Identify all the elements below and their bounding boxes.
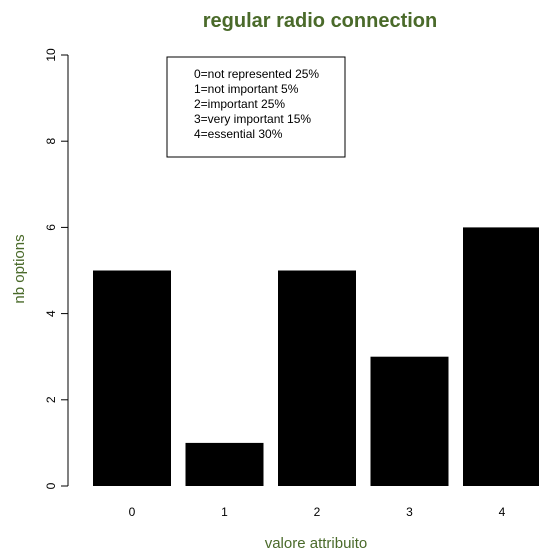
bars bbox=[93, 227, 539, 486]
legend-entry: 2=important 25% bbox=[194, 97, 285, 111]
y-tick-label: 0 bbox=[44, 482, 58, 489]
x-tick-label: 2 bbox=[314, 505, 321, 519]
x-tick-label: 0 bbox=[129, 505, 136, 519]
legend: 0=not represented 25%1=not important 5%2… bbox=[166, 56, 346, 158]
x-tick-labels: 0 1 2 3 4 bbox=[129, 505, 506, 519]
bar-2 bbox=[278, 270, 356, 486]
y-axis: 0 2 4 6 8 10 bbox=[44, 48, 69, 489]
y-tick-label: 2 bbox=[44, 396, 58, 403]
y-tick-label: 8 bbox=[44, 138, 58, 145]
bar-3 bbox=[370, 356, 449, 486]
legend-box bbox=[166, 56, 346, 158]
chart-title: regular radio connection bbox=[203, 10, 437, 32]
x-axis-title: valore attribuito bbox=[265, 535, 368, 552]
x-tick-label: 3 bbox=[406, 505, 413, 519]
legend-entry: 3=very important 15% bbox=[194, 112, 311, 126]
y-tick-label: 10 bbox=[44, 48, 58, 62]
y-axis-title: nb options bbox=[11, 234, 28, 303]
y-tick-label: 6 bbox=[44, 224, 58, 231]
legend-entry: 0=not represented 25% bbox=[194, 67, 319, 81]
legend-entry: 4=essential 30% bbox=[194, 127, 283, 141]
bar-0 bbox=[93, 270, 171, 486]
x-tick-label: 4 bbox=[499, 505, 506, 519]
x-tick-label: 1 bbox=[221, 505, 228, 519]
y-tick-label: 4 bbox=[44, 310, 58, 317]
bar-1 bbox=[185, 442, 264, 486]
legend-entry: 1=not important 5% bbox=[194, 82, 299, 96]
bar-4 bbox=[463, 227, 539, 486]
